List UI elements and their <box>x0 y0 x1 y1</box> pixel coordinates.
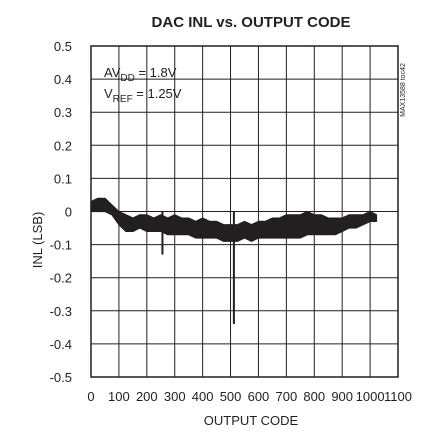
x-tick-label: 1000 <box>356 389 385 404</box>
vref-main: V <box>104 86 113 101</box>
vref-annotation: VREF = 1.25V <box>104 86 182 105</box>
x-tick-labels: 0 100 200 300 400 500 600 700 800 900 1000 1100 <box>87 389 412 404</box>
y-tick-label: 0.5 <box>54 39 72 54</box>
x-tick-label: 200 <box>136 389 158 404</box>
y-tick-label: 0.4 <box>54 72 72 87</box>
y-tick-label: 0.1 <box>54 171 72 186</box>
vref-subscript: REF <box>113 94 133 105</box>
avdd-main: AV <box>104 65 121 80</box>
y-tick-label: -0.4 <box>50 337 72 352</box>
chart-title: DAC INL vs. OUTPUT CODE <box>152 14 351 31</box>
series-layer <box>90 197 378 325</box>
y-axis-label: INL (LSB) <box>30 212 45 269</box>
x-tick-label: 500 <box>220 389 242 404</box>
avdd-subscript: DD <box>120 73 134 84</box>
y-tick-label: 0.2 <box>54 138 72 153</box>
x-tick-label: 1100 <box>384 389 412 404</box>
avdd-annotation: AVDD = 1.8V <box>104 65 177 84</box>
vref-value: = 1.25V <box>133 86 182 101</box>
avdd-value: = 1.8V <box>135 65 177 80</box>
figure-code: MAX13588 toc42 <box>400 63 407 117</box>
y-tick-labels: 0.5 0.4 0.3 0.2 0.1 0 -0.1 -0.2 -0.3 -0.4 -0.5 <box>50 39 72 385</box>
plot-frame <box>90 45 399 378</box>
x-tick-label: 900 <box>331 389 353 404</box>
x-tick-label: 300 <box>164 389 186 404</box>
y-tick-label: -0.1 <box>50 238 72 253</box>
x-tick-label: 0 <box>87 389 94 404</box>
y-tick-label: -0.2 <box>50 271 72 286</box>
y-tick-label: 0.3 <box>54 105 72 120</box>
x-axis-label: OUTPUT CODE <box>204 413 299 428</box>
x-tick-label: 100 <box>108 389 130 404</box>
y-tick-label: 0 <box>65 205 72 220</box>
y-tick-label: -0.5 <box>50 370 72 385</box>
x-tick-label: 400 <box>192 389 214 404</box>
x-tick-label: 800 <box>303 389 325 404</box>
x-tick-label: 600 <box>248 389 270 404</box>
x-tick-label: 700 <box>276 389 298 404</box>
y-tick-label: -0.3 <box>50 304 72 319</box>
